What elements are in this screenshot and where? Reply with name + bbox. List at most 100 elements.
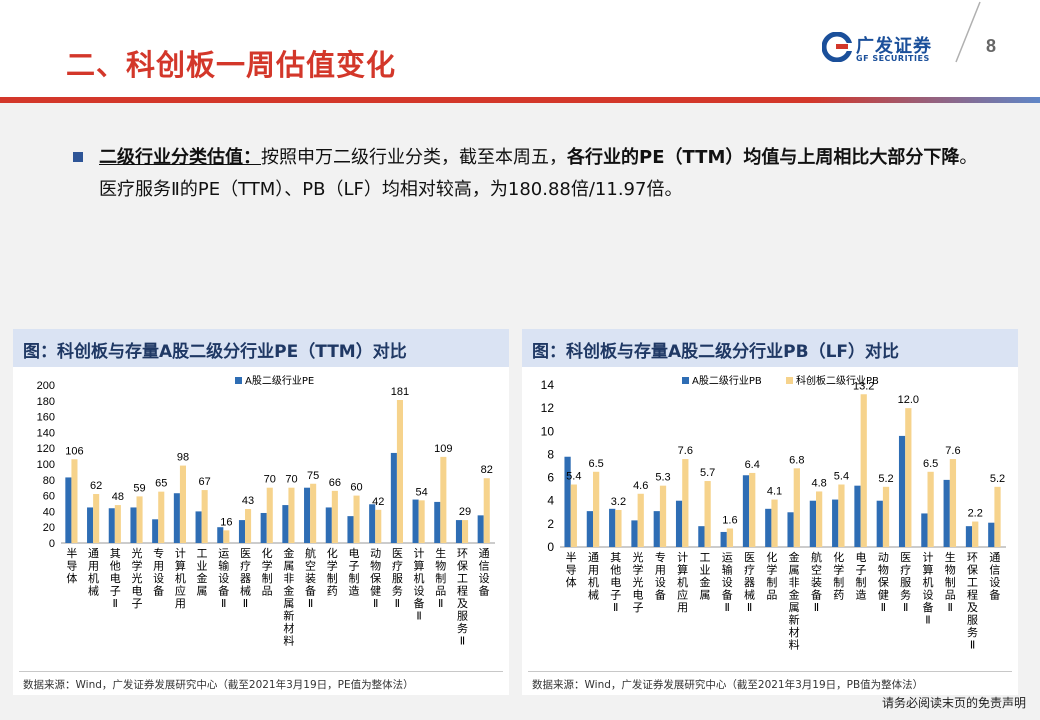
pb-chart: 0 2 4 6 8 10 12 14 5.4 半导体 6.5 通用机械 3.2 其他电子 Ⅱ 4.6 光学光电子…	[541, 374, 1006, 652]
x-tick-label: 医疗服务 Ⅱ	[392, 547, 403, 610]
x-tick-label: 航空装备 Ⅱ	[811, 550, 822, 614]
page-number: 8	[986, 36, 997, 56]
x-tick-label: 金属非金属新材料	[283, 546, 294, 648]
x-tick-label: 运输设备 Ⅱ	[722, 551, 733, 614]
star-market-bar	[659, 485, 667, 547]
x-tick-label: 生物制品 Ⅱ	[435, 546, 446, 610]
data-label: 4.1	[767, 486, 782, 498]
a-share-bar	[369, 504, 376, 543]
a-share-bar	[195, 511, 202, 543]
a-share-bar	[988, 522, 995, 547]
a-share-bar	[765, 508, 772, 547]
data-label: 5.2	[990, 473, 1005, 485]
data-label: 5.3	[655, 472, 670, 484]
star-market-bar	[749, 472, 756, 547]
star-market-bar	[179, 465, 186, 543]
star-market-bar	[882, 486, 890, 547]
y-tick-label: 4	[547, 494, 554, 508]
star-market-bar	[266, 487, 273, 543]
y-tick-label: 60	[43, 491, 55, 503]
gf-logo-icon	[822, 32, 852, 62]
a-share-bar	[854, 485, 861, 547]
y-tick-label: 100	[37, 459, 55, 471]
a-share-bar	[921, 513, 928, 547]
a-share-bar	[455, 520, 463, 543]
a-share-bar	[304, 487, 311, 543]
y-tick-label: 200	[37, 380, 55, 392]
y-tick-label: 12	[541, 401, 555, 415]
star-market-bar	[905, 408, 912, 547]
data-label: 13.2	[853, 380, 874, 392]
bullet-text-1: 按照申万二级行业分类，截至本周五，	[261, 147, 567, 168]
x-tick-label: 电子制造	[856, 551, 867, 602]
x-tick-label: 化学制品	[766, 550, 777, 602]
star-market-bar	[331, 490, 338, 543]
a-share-bar	[965, 526, 973, 547]
y-tick-label: 10	[541, 424, 555, 438]
star-market-bar	[223, 530, 230, 543]
a-share-bar	[412, 499, 419, 543]
a-share-bar	[325, 507, 332, 543]
x-tick-label: 通用机械	[588, 551, 599, 602]
a-share-bar	[238, 520, 246, 543]
star-market-bar	[114, 505, 121, 543]
y-tick-label: 40	[43, 506, 55, 518]
pb-chart-header: 图：科创板与存量A股二级分行业PB（LF）对比	[522, 329, 1018, 367]
star-market-bar	[483, 478, 490, 543]
legend-label: A股二级行业PB	[692, 374, 762, 387]
y-tick-label: 2	[547, 517, 554, 531]
star-market-bar	[310, 483, 317, 543]
bullet-label: 二级行业分类估值：	[99, 147, 261, 168]
star-market-bar	[396, 400, 403, 543]
gf-securities-logo: 广发证券 GF SECURITIES	[822, 30, 946, 70]
star-market-bar	[593, 471, 600, 547]
header-accent-bar	[0, 97, 1040, 103]
bullet-paragraph: 二级行业分类估值：按照申万二级行业分类，截至本周五，各行业的PE（TTM）均值与…	[99, 142, 979, 206]
star-market-bar	[793, 468, 800, 547]
data-label: 62	[90, 480, 102, 492]
star-market-bar	[838, 484, 845, 547]
pe-source-divider	[19, 671, 503, 672]
logo-en-text: GF SECURITIES	[856, 54, 930, 63]
data-label: 106	[65, 445, 83, 457]
x-tick-label: 通信设备	[989, 551, 1000, 602]
x-tick-label: 化学制品	[262, 546, 273, 598]
star-market-bar	[615, 509, 622, 547]
data-label: 5.2	[878, 473, 893, 485]
a-share-bar	[943, 479, 950, 547]
x-tick-label: 化学制药	[833, 550, 844, 602]
y-tick-label: 20	[43, 522, 55, 534]
y-tick-label: 120	[37, 443, 55, 455]
pe-chart-header: 图：科创板与存量A股二级分行业PE（TTM）对比	[13, 329, 509, 367]
data-label: 59	[133, 482, 145, 494]
star-market-bar	[860, 394, 867, 547]
a-share-bar	[675, 500, 683, 547]
y-tick-label: 140	[37, 427, 55, 439]
star-market-bar	[462, 520, 469, 543]
a-share-bar	[586, 511, 594, 547]
a-share-bar	[152, 519, 159, 543]
data-label: 6.5	[588, 458, 603, 470]
legend-swatch	[786, 377, 793, 384]
data-label: 70	[285, 474, 297, 486]
x-tick-label: 动物保健 Ⅱ	[878, 551, 889, 614]
star-market-bar	[71, 459, 78, 543]
star-market-bar	[726, 528, 734, 547]
x-tick-label: 生物制品 Ⅱ	[945, 550, 956, 614]
x-tick-label: 专用设备	[153, 546, 164, 598]
data-label: 70	[264, 474, 276, 486]
star-market-bar	[440, 456, 447, 543]
x-tick-label: 运输设备 Ⅱ	[218, 547, 229, 610]
data-label: 65	[155, 478, 167, 490]
data-label: 6.8	[789, 454, 804, 466]
data-label: 54	[416, 486, 428, 498]
star-market-bar	[994, 486, 1001, 547]
pe-chart-title: 图：科创板与存量A股二级分行业PE（TTM）对比	[23, 342, 407, 362]
x-tick-label: 计算机应用	[175, 547, 186, 610]
star-market-bar	[570, 484, 577, 547]
x-tick-label: 工业金属	[197, 547, 208, 598]
data-label: 5.7	[700, 467, 715, 479]
pe-chart-source: 数据来源：Wind，广发证券发展研究中心（截至2021年3月19日，PE值为整体…	[23, 679, 414, 691]
x-tick-label: 光学光电子	[633, 550, 644, 614]
star-market-bar	[158, 491, 165, 543]
